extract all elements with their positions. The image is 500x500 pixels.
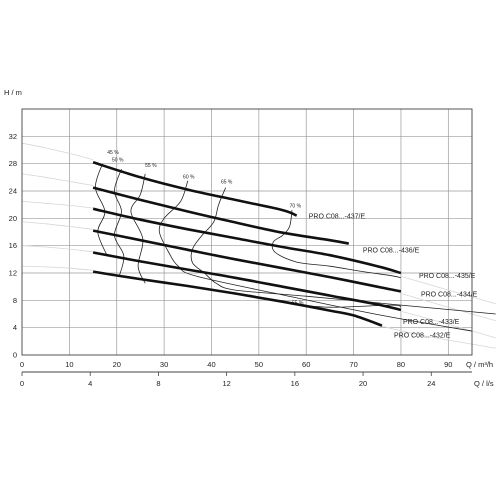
efficiency-label: 70 % xyxy=(290,203,302,209)
curve-extension xyxy=(21,142,94,160)
secondary-tick-label: 4 xyxy=(88,379,92,388)
y-tick-label: 0 xyxy=(13,351,17,360)
curve-extension xyxy=(400,310,496,339)
efficiency-label: 55 % xyxy=(145,163,157,169)
x-tick-label: 40 xyxy=(207,360,215,369)
series-label: PRO C08...-434/E xyxy=(421,291,478,298)
efficiency-curves: 45 %50 %55 %60 %65 %70 %55 % xyxy=(94,150,496,332)
secondary-axis-label: Q / l/s xyxy=(474,379,494,388)
pump-curve xyxy=(92,251,402,312)
series-label: PRO C08...-435/E xyxy=(419,273,476,280)
y-tick-label: 24 xyxy=(9,187,17,196)
x-tick-label: 50 xyxy=(255,360,263,369)
curve-extension xyxy=(400,276,496,305)
x-tick-label: 90 xyxy=(444,360,452,369)
secondary-tick-label: 16 xyxy=(291,379,299,388)
efficiency-curve xyxy=(113,168,125,277)
x-tick-label: 60 xyxy=(302,360,310,369)
efficiency-label: 45 % xyxy=(107,150,119,156)
series-label: PRO C08...-436/E xyxy=(363,248,420,255)
curve-extension xyxy=(21,245,94,253)
x-tick-label: 30 xyxy=(160,360,168,369)
efficiency-curve xyxy=(158,180,473,332)
curve-extension xyxy=(21,200,94,209)
y-tick-label: 4 xyxy=(13,323,17,332)
y-axis-label: H / m xyxy=(4,88,22,97)
x-tick-label: 0 xyxy=(20,360,24,369)
curve-extension xyxy=(21,221,94,230)
efficiency-curve xyxy=(130,173,146,284)
x-axis-label: Q / m³/h xyxy=(466,360,493,369)
efficiency-label: 65 % xyxy=(221,179,233,185)
y-tick-label: 16 xyxy=(9,241,17,250)
series-label: PRO C08...-433/E xyxy=(403,319,460,326)
efficiency-label: 50 % xyxy=(112,158,124,164)
secondary-tick-label: 8 xyxy=(156,379,160,388)
curve-extension xyxy=(21,173,94,186)
efficiency-label: 60 % xyxy=(183,175,195,181)
x-tick-label: 10 xyxy=(65,360,73,369)
pump-curve xyxy=(92,161,298,217)
secondary-tick-label: 0 xyxy=(20,379,24,388)
y-tick-label: 12 xyxy=(9,269,17,278)
y-tick-label: 8 xyxy=(13,296,17,305)
y-tick-label: 28 xyxy=(9,159,17,168)
x-tick-label: 70 xyxy=(349,360,357,369)
y-tick-label: 32 xyxy=(9,132,17,141)
x-tick-label: 80 xyxy=(397,360,405,369)
y-tick-label: 20 xyxy=(9,214,17,223)
curve-extension xyxy=(400,293,496,322)
series-label: PRO C08...-432/E xyxy=(394,333,451,340)
secondary-tick-label: 20 xyxy=(359,379,367,388)
series-lines xyxy=(92,161,402,327)
curve-extension xyxy=(21,265,94,271)
curve-extension xyxy=(381,325,496,349)
secondary-tick-label: 24 xyxy=(427,379,435,388)
efficiency-curve xyxy=(271,210,402,279)
pump-curve xyxy=(92,229,402,293)
x-tick-label: 20 xyxy=(113,360,121,369)
pump-curve xyxy=(92,270,383,327)
pump-curve xyxy=(92,186,350,245)
faint-curves xyxy=(21,142,496,349)
pump-curve xyxy=(92,207,402,275)
series-label: PRO C08...-437/E xyxy=(309,214,366,221)
series-labels: PRO C08...-437/E PRO C08...-436/E PRO C08.… xyxy=(309,214,478,340)
secondary-tick-label: 12 xyxy=(222,379,230,388)
plot-frame xyxy=(21,108,473,356)
